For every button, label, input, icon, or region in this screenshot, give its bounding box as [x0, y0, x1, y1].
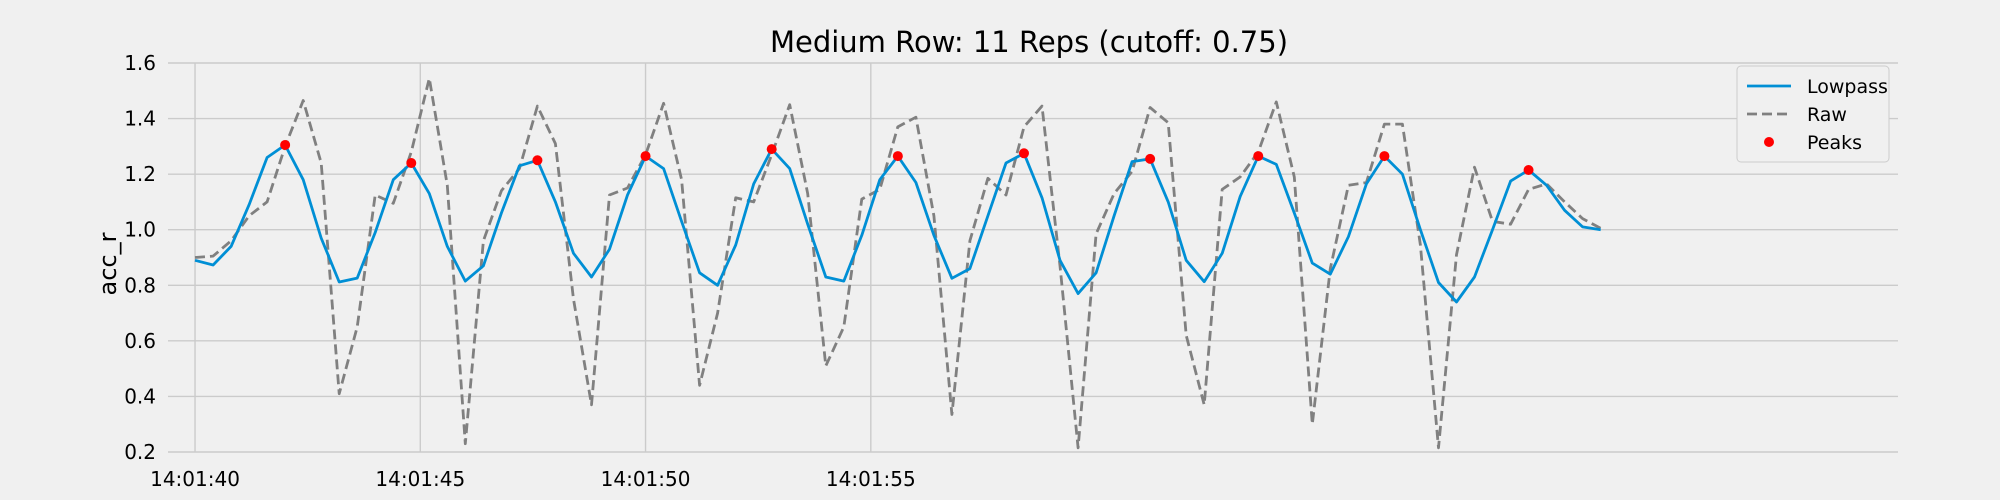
y-tick-label: 1.2: [124, 162, 156, 186]
peak-marker: [280, 139, 291, 150]
peak-marker: [1253, 151, 1264, 162]
legend-swatch-peaks: [1764, 137, 1774, 147]
x-tick-label: 14:01:45: [375, 467, 465, 491]
peak-marker: [406, 158, 417, 169]
y-tick-label: 1.4: [124, 107, 156, 131]
x-tick-label: 14:01:55: [826, 467, 916, 491]
series-layer: [194, 76, 1602, 450]
x-tick-label: 14:01:50: [601, 467, 691, 491]
y-tick-label: 1.0: [124, 218, 156, 242]
y-tick-label: 0.6: [124, 329, 156, 353]
peak-marker: [640, 151, 651, 162]
x-tick-label: 14:01:40: [150, 467, 240, 491]
chart-title: Medium Row: 11 Reps (cutoff: 0.75): [770, 25, 1288, 59]
y-tick-label: 0.2: [124, 440, 156, 464]
legend-label-raw: Raw: [1807, 104, 1847, 126]
peak-marker: [1018, 148, 1029, 159]
peak-marker: [766, 144, 777, 155]
legend: Lowpass Raw Peaks: [1736, 65, 1890, 163]
peak-marker: [892, 151, 903, 162]
peak-marker: [532, 155, 543, 166]
legend-label-lowpass: Lowpass: [1807, 76, 1888, 98]
peak-marker: [1523, 164, 1534, 175]
tick-labels: 0.2 0.4 0.6 0.8 1.0 1.2 1.4 1.6 14:01:40 14:01:45…: [124, 51, 916, 491]
y-tick-label: 1.6: [124, 51, 156, 75]
y-tick-label: 0.8: [124, 273, 156, 297]
y-axis-label: acc_r: [94, 232, 122, 295]
y-tick-label: 0.4: [124, 384, 156, 408]
legend-box: [1736, 65, 1890, 163]
peak-marker: [1145, 153, 1156, 164]
legend-label-peaks: Peaks: [1807, 132, 1862, 154]
peak-marker: [1379, 151, 1390, 162]
